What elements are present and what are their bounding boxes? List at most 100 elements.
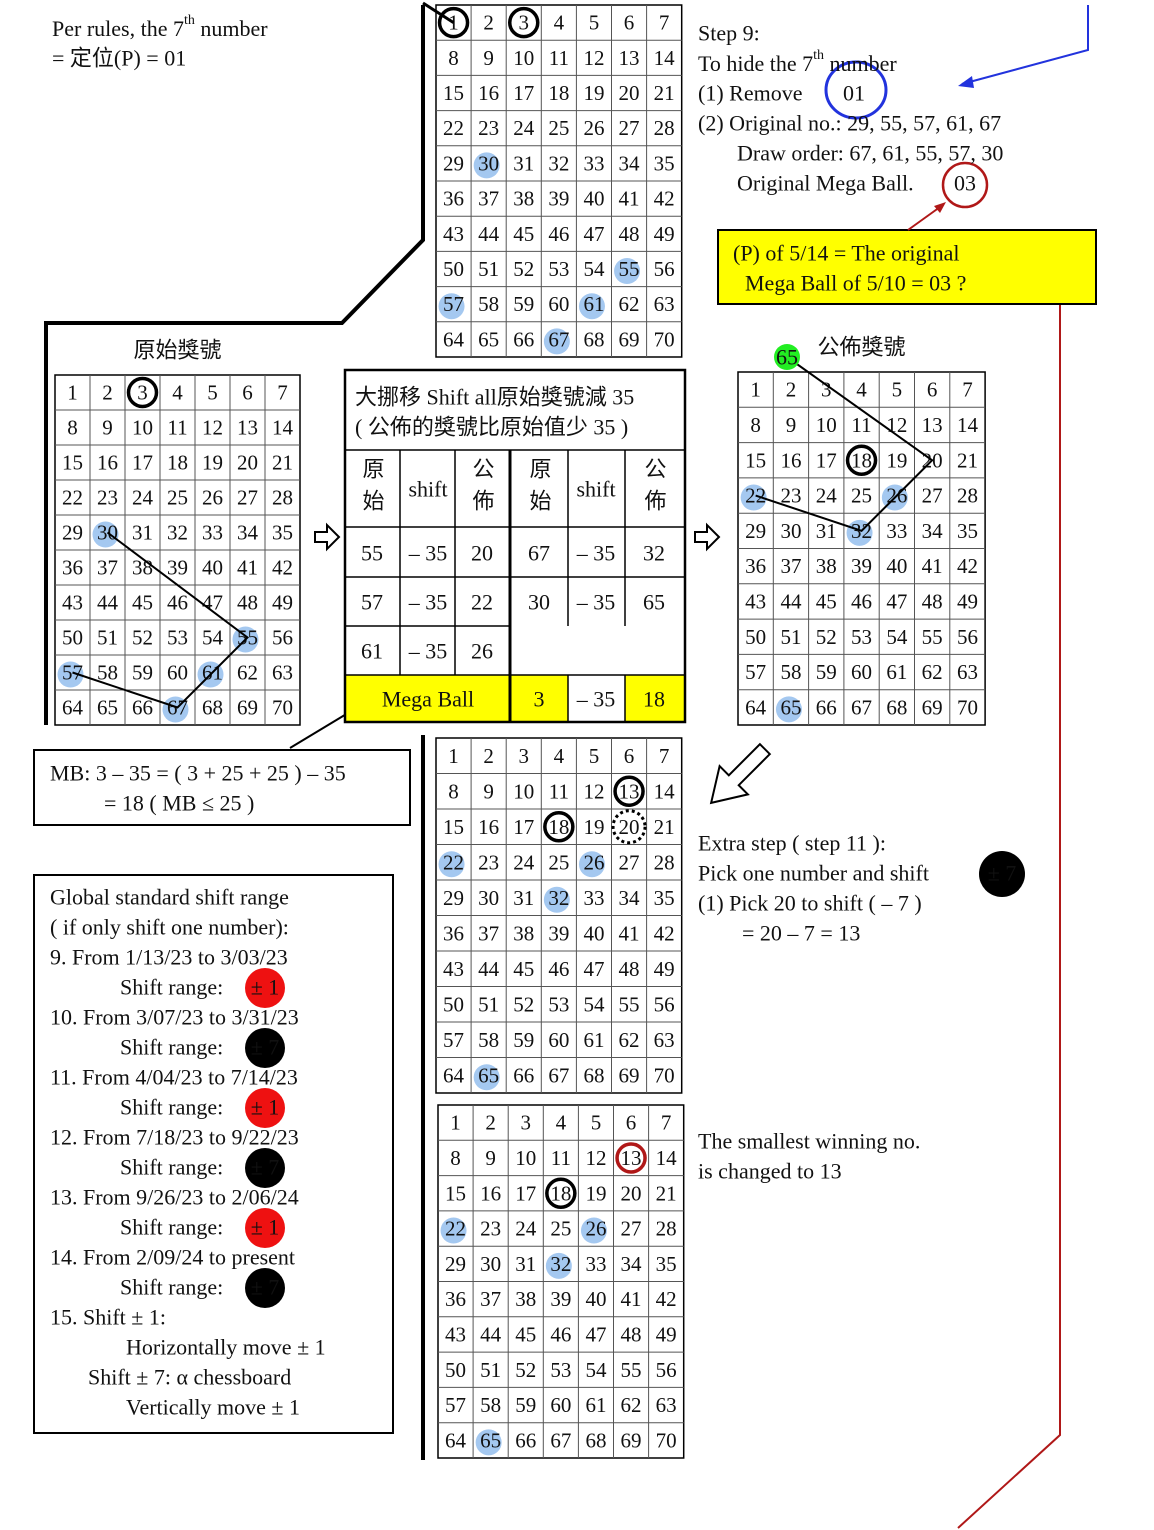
cell-number: 12 [583, 46, 604, 70]
cell-number: 25 [548, 850, 569, 874]
cell-number: 1 [448, 744, 459, 768]
cell-number: 31 [513, 151, 534, 175]
cell-number: 36 [443, 187, 464, 211]
cell-number: 56 [654, 992, 675, 1016]
cell-number: 32 [550, 1252, 571, 1276]
cell-number: 27 [621, 1217, 642, 1241]
cell-number: 12 [583, 779, 604, 803]
cell-number: 30 [478, 886, 499, 910]
black-ring [543, 811, 575, 843]
cell-number: 28 [272, 486, 293, 510]
table-cell: – 35 [408, 590, 448, 615]
table-cell: – 35 [408, 639, 448, 664]
badge-label: ± 7 [251, 1275, 280, 1300]
cell-number: 23 [478, 116, 499, 140]
cell-number: 52 [132, 626, 153, 650]
cell-number: 2 [483, 744, 494, 768]
cell-number: 35 [957, 519, 978, 543]
text: = 定位(P) = 01 [52, 46, 186, 71]
cell-number: 35 [654, 151, 675, 175]
highlight [473, 152, 500, 179]
cell-number: 60 [548, 292, 569, 316]
text: = 20 – 7 = 13 [742, 921, 860, 946]
cell-number: 4 [554, 11, 565, 35]
badge-label: ± 7 [251, 1035, 280, 1060]
cell-number: 65 [480, 1428, 501, 1452]
table-header: shift [576, 477, 615, 502]
cell-number: 15 [443, 81, 464, 105]
cell-number: 10 [132, 416, 153, 440]
cell-number: 40 [583, 187, 604, 211]
cell-number: 41 [922, 554, 943, 578]
cell-number: 64 [745, 695, 767, 719]
cell-number: 1 [67, 381, 78, 405]
cell-number: 22 [445, 1217, 466, 1241]
table-cell: – 35 [576, 590, 616, 615]
cell-number: 57 [745, 660, 766, 684]
cell-number: 66 [816, 695, 837, 719]
cell-number: 2 [102, 381, 113, 405]
badge [245, 1148, 285, 1188]
text: Step 9: [698, 21, 760, 46]
cell-number: 63 [654, 1028, 675, 1052]
cell-number: 53 [851, 625, 872, 649]
cell-number: 11 [549, 46, 569, 70]
cell-number: 69 [619, 1063, 640, 1087]
highlight [92, 521, 119, 548]
cell-number: 2 [483, 11, 494, 35]
marker [774, 344, 800, 370]
cell-number: 32 [167, 521, 188, 545]
cell-number: 11 [167, 416, 187, 440]
highlight [438, 293, 465, 320]
table-cell: 22 [471, 590, 493, 615]
text: Shift range: [120, 1275, 223, 1300]
cell-number: 44 [478, 957, 500, 981]
cell-number: 40 [886, 554, 907, 578]
cell-number: 6 [927, 378, 938, 402]
cell-number: 4 [554, 744, 565, 768]
text: (2) Original no.: 29, 55, 57, 61, 67 [698, 111, 1001, 136]
cell-number: 53 [167, 626, 188, 650]
badge-label: ± 7 [988, 861, 1017, 886]
text: 03 [954, 171, 976, 196]
highlight [440, 1217, 467, 1244]
cell-number: 66 [513, 1063, 534, 1087]
cell-number: 54 [202, 626, 224, 650]
red-connector [957, 304, 1061, 1529]
cell-number: 51 [478, 992, 499, 1016]
cell-number: 29 [745, 519, 766, 543]
cell-number: 49 [656, 1322, 677, 1346]
text: 13. From 9/26/23 to 2/06/24 [50, 1185, 299, 1210]
cell-number: 22 [62, 486, 83, 510]
arrow [314, 522, 341, 552]
highlight [580, 1217, 607, 1244]
text: 大挪移 Shift all原始獎號減 35 [355, 385, 634, 410]
cell-number: 41 [237, 556, 258, 580]
cell-number: 29 [443, 886, 464, 910]
blue-ring [824, 60, 888, 120]
cell-number: 45 [816, 589, 837, 613]
cell-number: 42 [654, 187, 675, 211]
red-ring [615, 1142, 647, 1174]
cell-number: 33 [583, 151, 604, 175]
text: (1) Remove [698, 81, 802, 106]
cell-number: 58 [480, 1393, 501, 1417]
cell-number: 67 [548, 1063, 569, 1087]
cell-number: 66 [513, 327, 534, 351]
cell-number: 9 [485, 1146, 496, 1170]
cell-number: 30 [780, 519, 801, 543]
cell-number: 16 [97, 451, 118, 475]
cell-number: 43 [443, 957, 464, 981]
cell-number: 12 [202, 416, 223, 440]
cell-number: 21 [656, 1181, 677, 1205]
cell-number: 59 [132, 661, 153, 685]
table-header: 原始 [527, 457, 552, 521]
cell-number: 13 [619, 779, 640, 803]
table-cell: 3 [534, 687, 545, 712]
cell-number: 70 [957, 695, 978, 719]
cell-number: 1 [750, 378, 761, 402]
cell-number: 46 [548, 957, 569, 981]
cell-number: 4 [172, 381, 183, 405]
text: Pick one number and shift [698, 861, 929, 886]
cell-number: 33 [585, 1252, 606, 1276]
